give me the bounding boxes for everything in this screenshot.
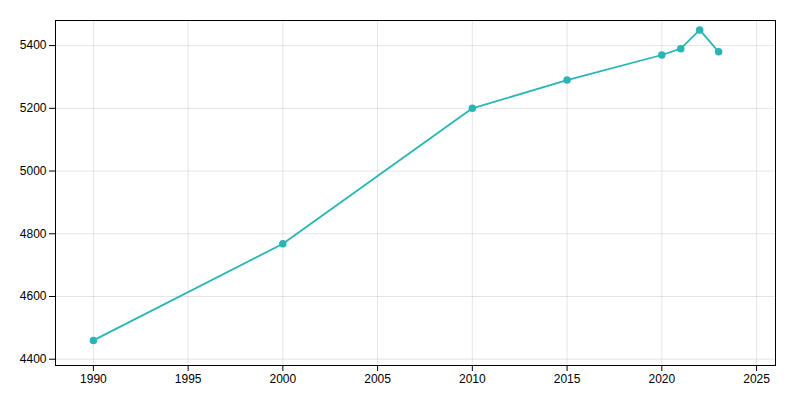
svg-text:2015: 2015 <box>554 372 581 386</box>
svg-text:4800: 4800 <box>20 227 47 241</box>
svg-text:4400: 4400 <box>20 352 47 366</box>
svg-text:1995: 1995 <box>175 372 202 386</box>
svg-text:5400: 5400 <box>20 38 47 52</box>
svg-text:2025: 2025 <box>743 372 770 386</box>
svg-text:5000: 5000 <box>20 164 47 178</box>
svg-text:2010: 2010 <box>459 372 486 386</box>
svg-text:4600: 4600 <box>20 289 47 303</box>
svg-text:2000: 2000 <box>270 372 297 386</box>
svg-text:2020: 2020 <box>648 372 675 386</box>
svg-text:5200: 5200 <box>20 101 47 115</box>
svg-text:1990: 1990 <box>80 372 107 386</box>
svg-text:2005: 2005 <box>364 372 391 386</box>
